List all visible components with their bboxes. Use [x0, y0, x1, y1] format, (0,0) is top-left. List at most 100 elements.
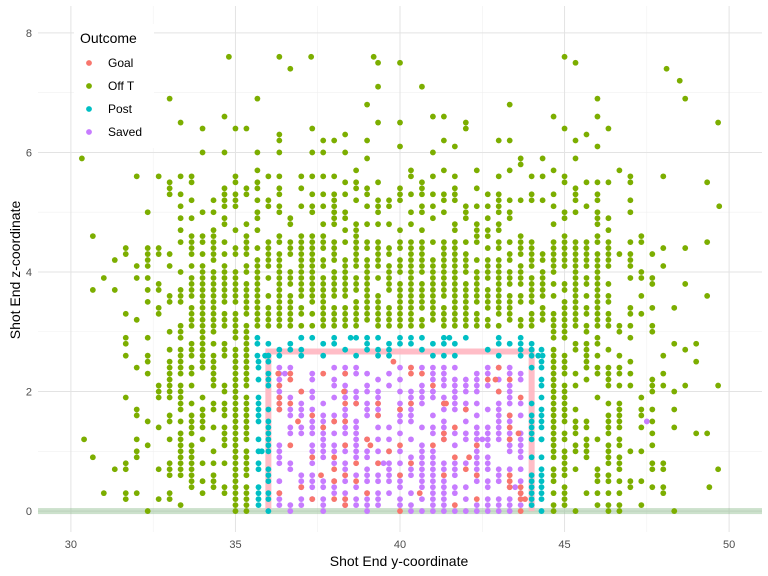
point-post	[538, 376, 545, 383]
point-goal	[276, 406, 283, 413]
point-off-target	[572, 370, 579, 377]
point-off-target	[276, 269, 283, 275]
point-saved	[440, 364, 447, 371]
point-saved	[517, 436, 524, 443]
point-saved	[375, 406, 381, 413]
point-saved	[331, 376, 338, 383]
point-off-target	[243, 298, 250, 305]
point-off-target	[221, 382, 228, 389]
point-saved	[408, 418, 414, 425]
point-off-target	[188, 340, 195, 347]
point-off-target	[254, 298, 261, 305]
point-off-target	[638, 310, 645, 317]
point-off-target	[298, 275, 305, 281]
point-off-target	[177, 430, 184, 437]
point-off-target	[276, 287, 283, 293]
point-off-target	[693, 430, 700, 437]
point-goal	[397, 442, 403, 449]
point-off-target	[605, 400, 612, 407]
point-saved	[353, 418, 360, 425]
point-saved	[419, 424, 425, 431]
point-off-target	[550, 508, 557, 514]
point-goal	[331, 418, 338, 425]
point-off-target	[221, 424, 228, 431]
point-off-target	[451, 191, 458, 198]
point-saved	[440, 508, 447, 514]
point-saved	[430, 430, 436, 437]
point-off-target	[144, 251, 151, 257]
point-post	[265, 508, 272, 514]
point-saved	[473, 454, 480, 461]
point-goal	[506, 436, 513, 443]
point-off-target	[451, 245, 458, 251]
point-off-target	[276, 316, 283, 323]
point-off-target	[199, 436, 206, 443]
point-saved	[375, 490, 381, 497]
point-off-target	[309, 191, 316, 198]
point-off-target	[232, 197, 239, 204]
point-off-target	[177, 346, 184, 353]
point-saved	[309, 370, 316, 377]
point-off-target	[561, 239, 568, 246]
point-off-target	[265, 251, 272, 257]
point-off-target	[408, 304, 414, 311]
point-off-target	[243, 412, 250, 419]
point-off-target	[133, 454, 140, 461]
point-saved	[331, 460, 338, 467]
point-off-target	[451, 185, 458, 192]
point-off-target	[188, 197, 195, 204]
point-off-target	[320, 316, 327, 323]
point-off-target	[649, 304, 656, 311]
point-off-target	[210, 239, 217, 246]
point-off-target	[561, 502, 568, 509]
point-off-target	[331, 316, 338, 323]
point-off-target	[122, 251, 129, 257]
point-saved	[495, 478, 502, 485]
point-off-target	[594, 394, 601, 401]
point-post	[320, 340, 327, 347]
point-off-target	[419, 251, 425, 257]
point-off-target	[144, 508, 151, 514]
point-off-target	[451, 304, 458, 311]
point-saved	[276, 364, 283, 371]
point-off-target	[243, 346, 250, 353]
point-off-target	[572, 322, 579, 329]
point-off-target	[177, 388, 184, 395]
point-off-target	[320, 298, 327, 305]
point-off-target	[605, 227, 612, 234]
point-off-target	[550, 430, 557, 437]
point-off-target	[78, 155, 85, 162]
point-off-target	[704, 179, 711, 186]
point-saved	[276, 454, 283, 461]
point-off-target	[583, 131, 590, 138]
point-post	[528, 346, 535, 353]
point-off-target	[320, 287, 327, 293]
point-off-target	[370, 53, 377, 60]
point-saved	[419, 382, 425, 389]
point-saved	[353, 448, 360, 455]
point-off-target	[397, 287, 403, 293]
point-goal	[298, 484, 305, 491]
point-post	[528, 352, 535, 359]
point-post	[255, 418, 262, 425]
point-saved	[430, 376, 436, 383]
point-off-target	[408, 275, 414, 281]
point-off-target	[550, 490, 557, 497]
point-off-target	[561, 322, 568, 329]
point-saved	[495, 424, 502, 431]
point-saved	[298, 496, 305, 503]
point-saved	[353, 388, 360, 395]
point-off-target	[364, 155, 370, 162]
point-off-target	[583, 436, 590, 443]
point-off-target	[408, 316, 414, 323]
point-off-target	[419, 203, 425, 210]
point-saved	[430, 496, 436, 503]
point-off-target	[210, 448, 217, 455]
point-off-target	[221, 388, 228, 395]
point-off-target	[122, 490, 129, 497]
point-saved	[440, 502, 447, 509]
point-saved	[331, 412, 338, 419]
point-off-target	[561, 454, 568, 461]
point-off-target	[506, 304, 513, 311]
point-post	[517, 340, 524, 347]
